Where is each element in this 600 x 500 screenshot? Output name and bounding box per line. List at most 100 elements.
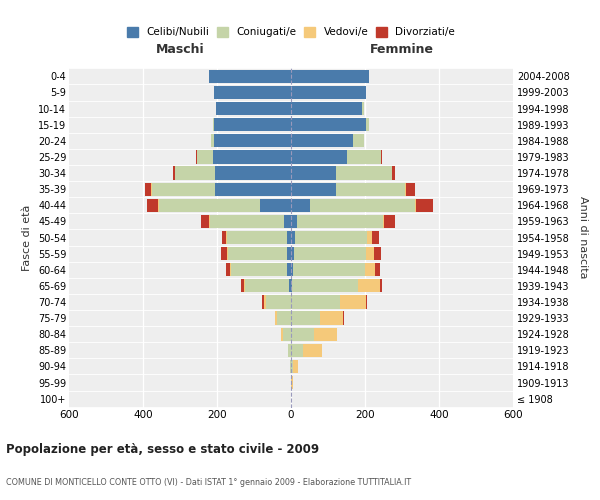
Bar [343,312,344,324]
Bar [291,344,303,357]
Bar [365,263,375,276]
Bar [262,296,263,308]
Bar [263,296,266,308]
Bar [212,150,291,164]
Bar [291,312,320,324]
Bar [291,328,314,341]
Text: Maschi: Maschi [155,42,205,56]
Bar [366,118,370,132]
Bar [404,182,406,196]
Bar [215,102,216,115]
Bar [297,215,383,228]
Bar [292,279,358,292]
Bar [303,344,322,357]
Bar [227,231,287,244]
Bar [231,263,287,276]
Bar [215,166,291,179]
Bar [384,215,395,228]
Y-axis label: Anni di nascita: Anni di nascita [578,196,588,279]
Bar [245,279,289,292]
Bar [291,215,297,228]
Bar [209,215,284,228]
Bar [288,344,291,357]
Bar [294,247,366,260]
Bar [266,296,291,308]
Bar [214,118,291,132]
Bar [213,118,214,132]
Bar [392,166,395,179]
Bar [291,360,293,373]
Bar [291,296,340,308]
Bar [295,231,367,244]
Bar [284,215,291,228]
Bar [241,279,244,292]
Bar [275,312,277,324]
Bar [244,279,245,292]
Bar [215,182,291,196]
Bar [158,198,159,212]
Bar [366,247,374,260]
Bar [293,263,365,276]
Bar [216,102,291,115]
Bar [226,231,227,244]
Bar [291,134,353,147]
Bar [336,182,404,196]
Bar [374,247,381,260]
Bar [362,102,364,115]
Text: Femmine: Femmine [370,42,434,56]
Bar [147,198,158,212]
Bar [380,150,382,164]
Bar [416,198,433,212]
Bar [197,150,212,164]
Bar [291,118,366,132]
Bar [277,312,291,324]
Bar [336,166,392,179]
Bar [209,70,291,83]
Bar [152,182,215,196]
Bar [358,279,380,292]
Bar [291,376,293,389]
Bar [291,86,366,99]
Y-axis label: Fasce di età: Fasce di età [22,204,32,270]
Bar [227,247,228,260]
Bar [230,263,231,276]
Bar [291,166,336,179]
Bar [406,182,415,196]
Bar [367,231,372,244]
Bar [287,231,291,244]
Bar [145,182,151,196]
Bar [211,134,214,147]
Bar [196,150,197,164]
Bar [291,263,293,276]
Legend: Celibi/Nubili, Coniugati/e, Vedovi/e, Divorziati/e: Celibi/Nubili, Coniugati/e, Vedovi/e, Di… [125,25,457,40]
Bar [347,150,380,164]
Bar [291,102,362,115]
Bar [290,360,291,373]
Text: Popolazione per età, sesso e stato civile - 2009: Popolazione per età, sesso e stato civil… [6,442,319,456]
Bar [283,328,291,341]
Bar [353,134,364,147]
Bar [173,166,175,179]
Bar [291,279,292,292]
Bar [380,279,382,292]
Bar [159,198,260,212]
Bar [366,296,367,308]
Bar [221,247,227,260]
Bar [291,70,370,83]
Text: COMUNE DI MONTICELLO CONTE OTTO (VI) - Dati ISTAT 1° gennaio 2009 - Elaborazione: COMUNE DI MONTICELLO CONTE OTTO (VI) - D… [6,478,411,487]
Bar [291,247,294,260]
Bar [289,279,291,292]
Bar [202,215,209,228]
Bar [260,198,291,212]
Bar [375,263,380,276]
Bar [372,231,379,244]
Bar [291,198,310,212]
Bar [291,231,295,244]
Bar [291,150,347,164]
Bar [175,166,215,179]
Bar [415,198,416,212]
Bar [226,263,230,276]
Bar [340,296,366,308]
Bar [320,312,343,324]
Bar [222,231,226,244]
